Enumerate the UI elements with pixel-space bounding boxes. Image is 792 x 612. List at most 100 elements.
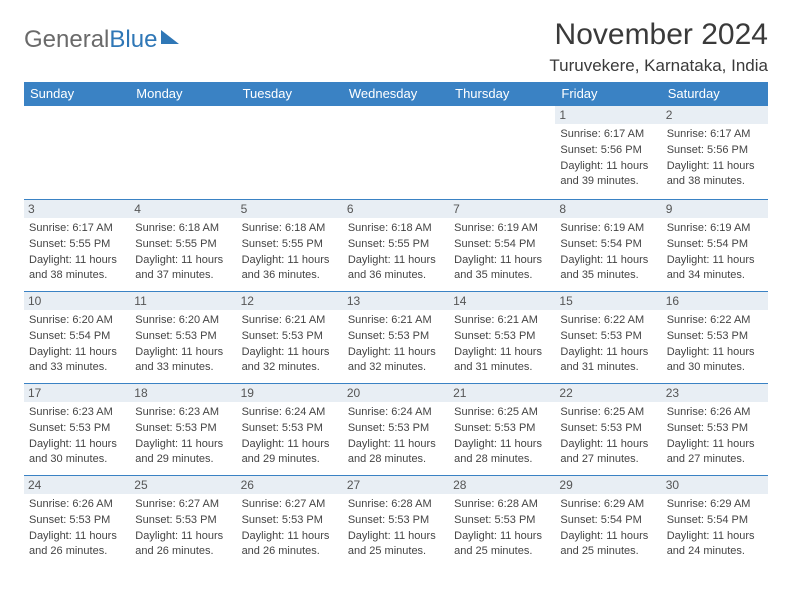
sunrise-text: Sunrise: 6:23 AM [135, 405, 231, 420]
calendar-cell: 9Sunrise: 6:19 AMSunset: 5:54 PMDaylight… [662, 200, 768, 292]
day-number: 17 [24, 384, 130, 402]
sunrise-text: Sunrise: 6:25 AM [560, 405, 656, 420]
sunset-text: Sunset: 5:54 PM [560, 513, 656, 528]
sunrise-text: Sunrise: 6:18 AM [135, 221, 231, 236]
calendar-cell: 15Sunrise: 6:22 AMSunset: 5:53 PMDayligh… [555, 292, 661, 384]
sunrise-text: Sunrise: 6:29 AM [667, 497, 763, 512]
day-number: 7 [449, 200, 555, 218]
calendar-cell: 29Sunrise: 6:29 AMSunset: 5:54 PMDayligh… [555, 476, 661, 568]
sunset-text: Sunset: 5:54 PM [667, 237, 763, 252]
calendar-cell [130, 106, 236, 200]
calendar-cell: 20 Sunrise: 6:24 AMSunset: 5:53 PMDayligh… [343, 384, 449, 476]
sunset-text: Sunset: 5:53 PM [560, 329, 656, 344]
daylight-text: Daylight: 11 hours and 30 minutes. [667, 345, 763, 375]
day-number: 5 [237, 200, 343, 218]
sunset-text: Sunset: 5:54 PM [560, 237, 656, 252]
calendar-cell: 28Sunrise: 6:28 AMSunset: 5:53 PMDayligh… [449, 476, 555, 568]
sunset-text: Sunset: 5:53 PM [242, 513, 338, 528]
sunrise-text: Sunrise: 6:17 AM [560, 127, 656, 142]
day-header: Wednesday [343, 82, 449, 106]
daylight-text: Daylight: 11 hours and 25 minutes. [348, 529, 444, 559]
sunrise-text: Sunrise: 6:22 AM [560, 313, 656, 328]
brand-name-blue: Blue [109, 26, 157, 53]
day-number: 18 [130, 384, 236, 402]
brand-name: GeneralBlue [24, 26, 157, 54]
sunset-text: Sunset: 5:53 PM [242, 421, 338, 436]
sunrise-text: Sunrise: 6:19 AM [560, 221, 656, 236]
sunrise-text: Sunrise: 6:21 AM [454, 313, 550, 328]
calendar-cell: 8Sunrise: 6:19 AMSunset: 5:54 PMDaylight… [555, 200, 661, 292]
calendar-cell [343, 106, 449, 200]
daylight-text: Daylight: 11 hours and 29 minutes. [242, 437, 338, 467]
day-header: Sunday [24, 82, 130, 106]
calendar-cell: 2Sunrise: 6:17 AMSunset: 5:56 PMDaylight… [662, 106, 768, 200]
sunset-text: Sunset: 5:53 PM [135, 421, 231, 436]
brand-name-gray: General [24, 26, 109, 53]
calendar-week-row: 1Sunrise: 6:17 AMSunset: 5:56 PMDaylight… [24, 106, 768, 200]
calendar-cell: 18Sunrise: 6:23 AMSunset: 5:53 PMDayligh… [130, 384, 236, 476]
calendar-cell: 12Sunrise: 6:21 AMSunset: 5:53 PMDayligh… [237, 292, 343, 384]
day-number: 29 [555, 476, 661, 494]
daylight-text: Daylight: 11 hours and 24 minutes. [667, 529, 763, 559]
daylight-text: Daylight: 11 hours and 38 minutes. [29, 253, 125, 283]
day-header: Thursday [449, 82, 555, 106]
title-block: November 2024 Turuvekere, Karnataka, Ind… [549, 18, 768, 76]
day-number: 20 [343, 384, 449, 402]
day-number: 6 [343, 200, 449, 218]
daylight-text: Daylight: 11 hours and 37 minutes. [135, 253, 231, 283]
sunset-text: Sunset: 5:53 PM [348, 421, 444, 436]
calendar-cell: 26Sunrise: 6:27 AMSunset: 5:53 PMDayligh… [237, 476, 343, 568]
sunrise-text: Sunrise: 6:28 AM [348, 497, 444, 512]
sunset-text: Sunset: 5:53 PM [560, 421, 656, 436]
calendar-week-row: 10Sunrise: 6:20 AMSunset: 5:54 PMDayligh… [24, 292, 768, 384]
sunset-text: Sunset: 5:55 PM [135, 237, 231, 252]
sunset-text: Sunset: 5:54 PM [454, 237, 550, 252]
daylight-text: Daylight: 11 hours and 28 minutes. [454, 437, 550, 467]
sunrise-text: Sunrise: 6:24 AM [348, 405, 444, 420]
daylight-text: Daylight: 11 hours and 28 minutes. [348, 437, 444, 467]
sunset-text: Sunset: 5:55 PM [29, 237, 125, 252]
day-number: 27 [343, 476, 449, 494]
daylight-text: Daylight: 11 hours and 33 minutes. [135, 345, 231, 375]
sunrise-text: Sunrise: 6:17 AM [667, 127, 763, 142]
sunrise-text: Sunrise: 6:19 AM [454, 221, 550, 236]
day-header: Monday [130, 82, 236, 106]
sunrise-text: Sunrise: 6:24 AM [242, 405, 338, 420]
calendar-week-row: 17Sunrise: 6:23 AMSunset: 5:53 PMDayligh… [24, 384, 768, 476]
sail-icon [161, 30, 179, 44]
daylight-text: Daylight: 11 hours and 34 minutes. [667, 253, 763, 283]
day-number: 25 [130, 476, 236, 494]
day-number: 4 [130, 200, 236, 218]
calendar-cell: 19 Sunrise: 6:24 AMSunset: 5:53 PMDayligh… [237, 384, 343, 476]
sunset-text: Sunset: 5:53 PM [29, 513, 125, 528]
day-number: 10 [24, 292, 130, 310]
sunrise-text: Sunrise: 6:20 AM [29, 313, 125, 328]
day-number: 8 [555, 200, 661, 218]
sunrise-text: Sunrise: 6:22 AM [667, 313, 763, 328]
day-number: 19 [237, 384, 343, 402]
calendar-cell: 25Sunrise: 6:27 AMSunset: 5:53 PMDayligh… [130, 476, 236, 568]
day-number: 30 [662, 476, 768, 494]
sunset-text: Sunset: 5:53 PM [242, 329, 338, 344]
calendar-cell: 4 Sunrise: 6:18 AMSunset: 5:55 PMDaylight… [130, 200, 236, 292]
brand-logo: GeneralBlue [24, 26, 179, 54]
calendar-cell: 13Sunrise: 6:21 AMSunset: 5:53 PMDayligh… [343, 292, 449, 384]
day-number: 22 [555, 384, 661, 402]
sunrise-text: Sunrise: 6:20 AM [135, 313, 231, 328]
day-number: 13 [343, 292, 449, 310]
day-number: 11 [130, 292, 236, 310]
calendar-cell [24, 106, 130, 200]
calendar-cell: 6Sunrise: 6:18 AMSunset: 5:55 PMDaylight… [343, 200, 449, 292]
day-number: 26 [237, 476, 343, 494]
sunset-text: Sunset: 5:53 PM [135, 329, 231, 344]
sunset-text: Sunset: 5:53 PM [454, 421, 550, 436]
day-number: 24 [24, 476, 130, 494]
sunrise-text: Sunrise: 6:27 AM [242, 497, 338, 512]
day-number: 14 [449, 292, 555, 310]
sunset-text: Sunset: 5:55 PM [242, 237, 338, 252]
daylight-text: Daylight: 11 hours and 35 minutes. [454, 253, 550, 283]
daylight-text: Daylight: 11 hours and 31 minutes. [560, 345, 656, 375]
sunrise-text: Sunrise: 6:18 AM [348, 221, 444, 236]
day-number: 9 [662, 200, 768, 218]
daylight-text: Daylight: 11 hours and 32 minutes. [242, 345, 338, 375]
